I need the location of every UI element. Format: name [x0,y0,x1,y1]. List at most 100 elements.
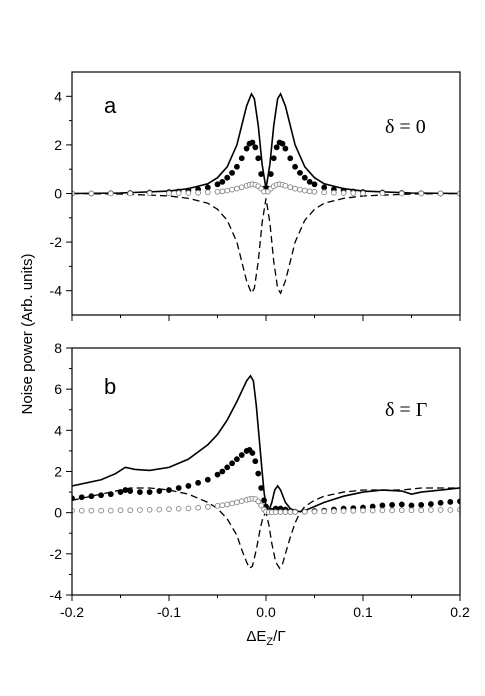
panel-a-filled-point [321,184,328,191]
panel-b-open-point [195,504,201,511]
panel-b-open-point [447,507,454,513]
panel-b-open-point [166,506,172,513]
panel-b-letter: b [104,374,116,399]
panel-b-series-dashed-line [72,487,460,570]
panel-b-open-point [389,507,395,514]
panel-b-open-point [360,507,366,514]
panel-a-filled-point [252,144,259,151]
panel-a-filled-point [233,163,240,170]
panel-b-open-point [321,508,328,515]
panel-a-open-point [379,190,386,197]
panel-a-open-point [350,190,357,196]
panel-b-open-point [185,505,192,512]
panel-b-open-point [127,507,134,514]
panel-b-x-tick-label: -0.2 [60,604,84,620]
panel-a-open-point [418,190,425,197]
panel-b-filled-point [437,499,444,506]
panel-a-open-point [229,186,235,193]
panel-a-filled-point [292,163,298,170]
panel-a-y-tick-label: -4 [50,283,63,299]
panel-b-open-point [379,507,386,514]
panel-a-filled-point [279,140,286,147]
panel-a-open-point [360,190,366,197]
panel-b-x-tick-label: -0.1 [157,604,181,620]
panel-b-filled-point [418,501,425,508]
panel-a-open-point [282,182,289,189]
panel-b-open-point [175,505,182,512]
panel-a-series-dashed-line [72,192,460,295]
panel-b-y-tick-label: 0 [54,505,62,521]
panel-b-filled-point [252,458,259,465]
panel-b-filled-point [229,460,235,467]
panel-b-open-point [219,502,226,509]
panel-b-open-point [398,507,405,514]
panel-b-filled-point [185,483,192,489]
panel-a-open-point [166,190,172,197]
panel-a-filled-point [255,155,262,162]
panel-b-x-tick-label: 0.2 [450,604,470,620]
panel-a-y-tick-label: 2 [54,137,62,153]
panel-a-open-point [287,184,294,191]
panel-b-open-point [340,508,347,514]
panel-b-open-point [88,507,95,514]
panel-a-filled-point [214,181,221,188]
x-axis-label: ΔEZ/Γ [246,628,285,648]
panel-b-filled-point [117,489,124,495]
panel-a-filled-point [311,181,318,188]
panel-b-open-point [255,498,262,505]
panel-b-open-point [107,507,114,514]
panel-a-open-point [238,184,245,191]
panel-a-open-point [331,189,337,196]
panel-b-filled-point [408,502,415,509]
panel-b-filled-point [175,485,182,491]
x-axis-label-main: ΔE [246,628,266,645]
panel-a-filled-point [224,174,231,181]
panel-b-open-point [234,499,240,506]
panel-b-filled-point [166,487,172,493]
panel-b-open-point [224,501,231,508]
panel-a-filled-point [297,169,303,176]
panel-a-annotation: δ = 0 [385,116,426,138]
panel-b-open-point [428,507,434,513]
panel-b-y-tick-label: 4 [54,422,62,438]
panel-b-open-point [146,506,153,513]
panel-b-open-point [331,508,337,515]
panel-b-open-point [229,500,235,507]
panel-b-filled-point [107,491,114,498]
panel-b-y-tick-label: 6 [54,381,62,397]
panel-b-filled-point [195,479,201,486]
panel-a-open-point [306,188,313,195]
panel-b-open-point [301,508,308,515]
panel-a: -4 -2 0 2 4 a δ = 0 [50,71,461,321]
panel-a-open-point [292,185,298,192]
x-axis-label-subscript: Z [266,636,273,648]
panel-b-y-tick-label: -2 [50,546,63,562]
panel-a-filled-point [282,145,289,152]
panel-a-open-point [127,190,134,197]
panel-a-open-point [107,190,114,197]
panel-a-filled-point [273,144,280,151]
panel-a-open-point [301,187,308,194]
panel-b-filled-point [379,502,386,509]
panel-b-open-point [292,509,298,515]
panel-b-open-point [156,506,163,513]
panel-b-open-point [78,507,85,514]
panel-b-open-point [137,507,143,513]
panel-a-open-point [146,190,153,197]
panel-b-filled-point [204,476,211,483]
panel-a-open-point [311,188,318,195]
panel-b-open-point [350,507,357,514]
panel-b-ticks: -4 -2 0 2 4 6 8 -0.2 -0.1 0.0 0.1 0.2 [50,340,470,620]
panel-b-y-tick-label: 2 [54,464,62,480]
panel-b-open-point [98,507,104,514]
panel-b-open-point [204,504,211,510]
panel-a-filled-point [204,184,211,191]
panel-a-filled-point [229,169,235,176]
panel-b-series [72,374,460,570]
y-axis-label: Noise power (Arb. units) [19,254,36,415]
panel-b: -4 -2 0 2 4 6 8 -0.2 -0.1 0.0 0.1 0.2 b δ = Γ [50,340,470,620]
x-axis-label-tail: /Γ [273,628,285,645]
panel-b-filled-point [255,470,262,477]
panel-a-open-point [321,189,328,196]
